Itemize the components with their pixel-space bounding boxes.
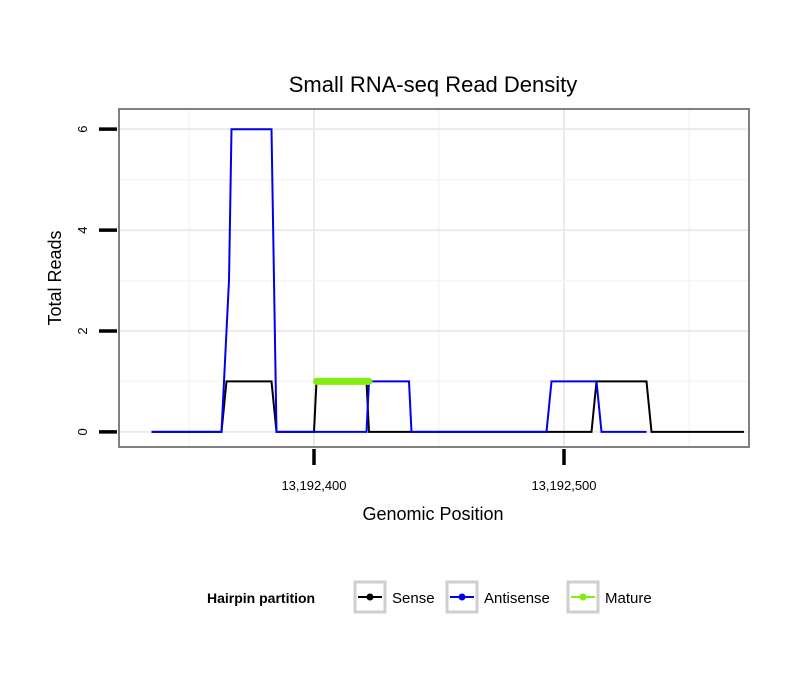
y-axis-title: Total Reads: [45, 230, 65, 325]
series-line-antisense: [151, 128, 647, 433]
legend-label-antisense: Antisense: [484, 590, 550, 607]
y-tick-label-2: 2: [75, 327, 90, 334]
series-layer: [151, 128, 744, 433]
legend-key-point-sense: [366, 593, 374, 601]
y-tick-label-4: 4: [75, 226, 90, 233]
x-tick-label-13192400: 13,192,400: [281, 478, 346, 493]
legend-key-point-antisense: [458, 593, 466, 601]
legend: Hairpin partition Sense Antisense Mature: [207, 580, 652, 614]
x-axis-title: Genomic Position: [362, 504, 503, 524]
chart-title: Small RNA-seq Read Density: [289, 72, 578, 97]
legend-label-mature: Mature: [605, 590, 652, 607]
y-tick-label-6: 6: [75, 126, 90, 133]
x-axis: 13,192,400 13,192,500: [281, 449, 597, 493]
legend-title: Hairpin partition: [207, 590, 315, 606]
gridlines: [119, 109, 749, 447]
series-line-sense: [151, 380, 744, 433]
x-tick-label-13192500: 13,192,500: [531, 478, 596, 493]
legend-key-point-mature: [579, 593, 587, 601]
plot-panel-border: [118, 108, 750, 448]
legend-label-sense: Sense: [392, 590, 435, 607]
y-axis: 0 2 4 6: [75, 126, 117, 436]
y-tick-label-0: 0: [75, 428, 90, 435]
